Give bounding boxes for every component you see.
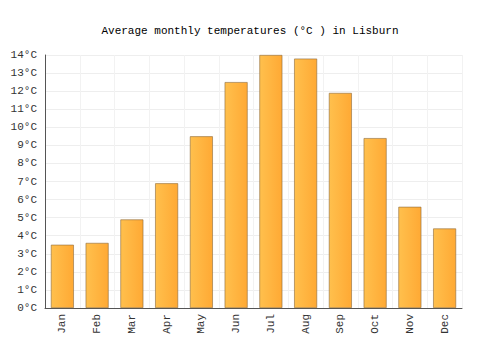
svg-text:12°C: 12°C — [11, 85, 38, 97]
svg-text:May: May — [195, 314, 207, 334]
svg-text:10°C: 10°C — [11, 121, 38, 133]
svg-text:0°C: 0°C — [17, 302, 37, 314]
svg-text:Jun: Jun — [230, 314, 242, 334]
svg-text:13°C: 13°C — [11, 67, 38, 79]
svg-text:Feb: Feb — [91, 314, 103, 334]
svg-text:6°C: 6°C — [17, 194, 37, 206]
svg-text:Apr: Apr — [161, 314, 173, 334]
svg-text:Mar: Mar — [126, 314, 138, 334]
svg-text:Oct: Oct — [369, 314, 381, 334]
svg-text:Jul: Jul — [265, 314, 277, 334]
svg-text:Jan: Jan — [56, 314, 68, 334]
svg-text:11°C: 11°C — [11, 103, 38, 115]
svg-text:Aug: Aug — [300, 314, 312, 334]
svg-text:8°C: 8°C — [17, 157, 37, 169]
svg-text:14°C: 14°C — [11, 49, 38, 61]
svg-text:3°C: 3°C — [17, 248, 37, 260]
svg-text:1°C: 1°C — [17, 284, 37, 296]
svg-text:Average monthly temperatures (: Average monthly temperatures (°C ) in Li… — [101, 25, 398, 37]
svg-text:4°C: 4°C — [17, 230, 37, 242]
svg-text:9°C: 9°C — [17, 139, 37, 151]
svg-text:Sep: Sep — [334, 314, 346, 334]
svg-text:Dec: Dec — [439, 314, 451, 334]
svg-text:5°C: 5°C — [17, 212, 37, 224]
svg-text:2°C: 2°C — [17, 266, 37, 278]
svg-text:Nov: Nov — [404, 314, 416, 334]
svg-text:7°C: 7°C — [17, 176, 37, 188]
